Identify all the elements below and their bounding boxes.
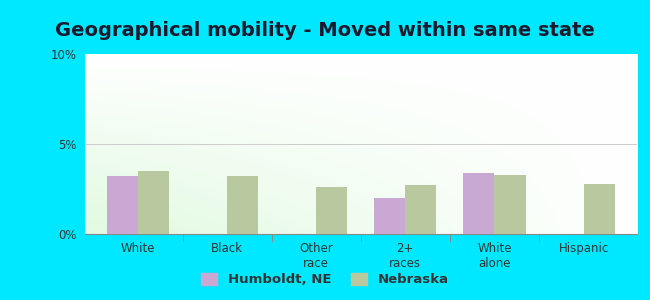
Text: Geographical mobility - Moved within same state: Geographical mobility - Moved within sam… <box>55 21 595 40</box>
Bar <box>584 184 615 234</box>
Bar <box>374 198 406 234</box>
Bar <box>495 175 526 234</box>
Bar <box>463 173 495 234</box>
Bar <box>406 185 437 234</box>
Bar <box>138 171 169 234</box>
Bar <box>227 176 258 234</box>
Bar <box>316 187 347 234</box>
Legend: Humboldt, NE, Nebraska: Humboldt, NE, Nebraska <box>198 269 452 290</box>
Bar <box>107 176 138 234</box>
